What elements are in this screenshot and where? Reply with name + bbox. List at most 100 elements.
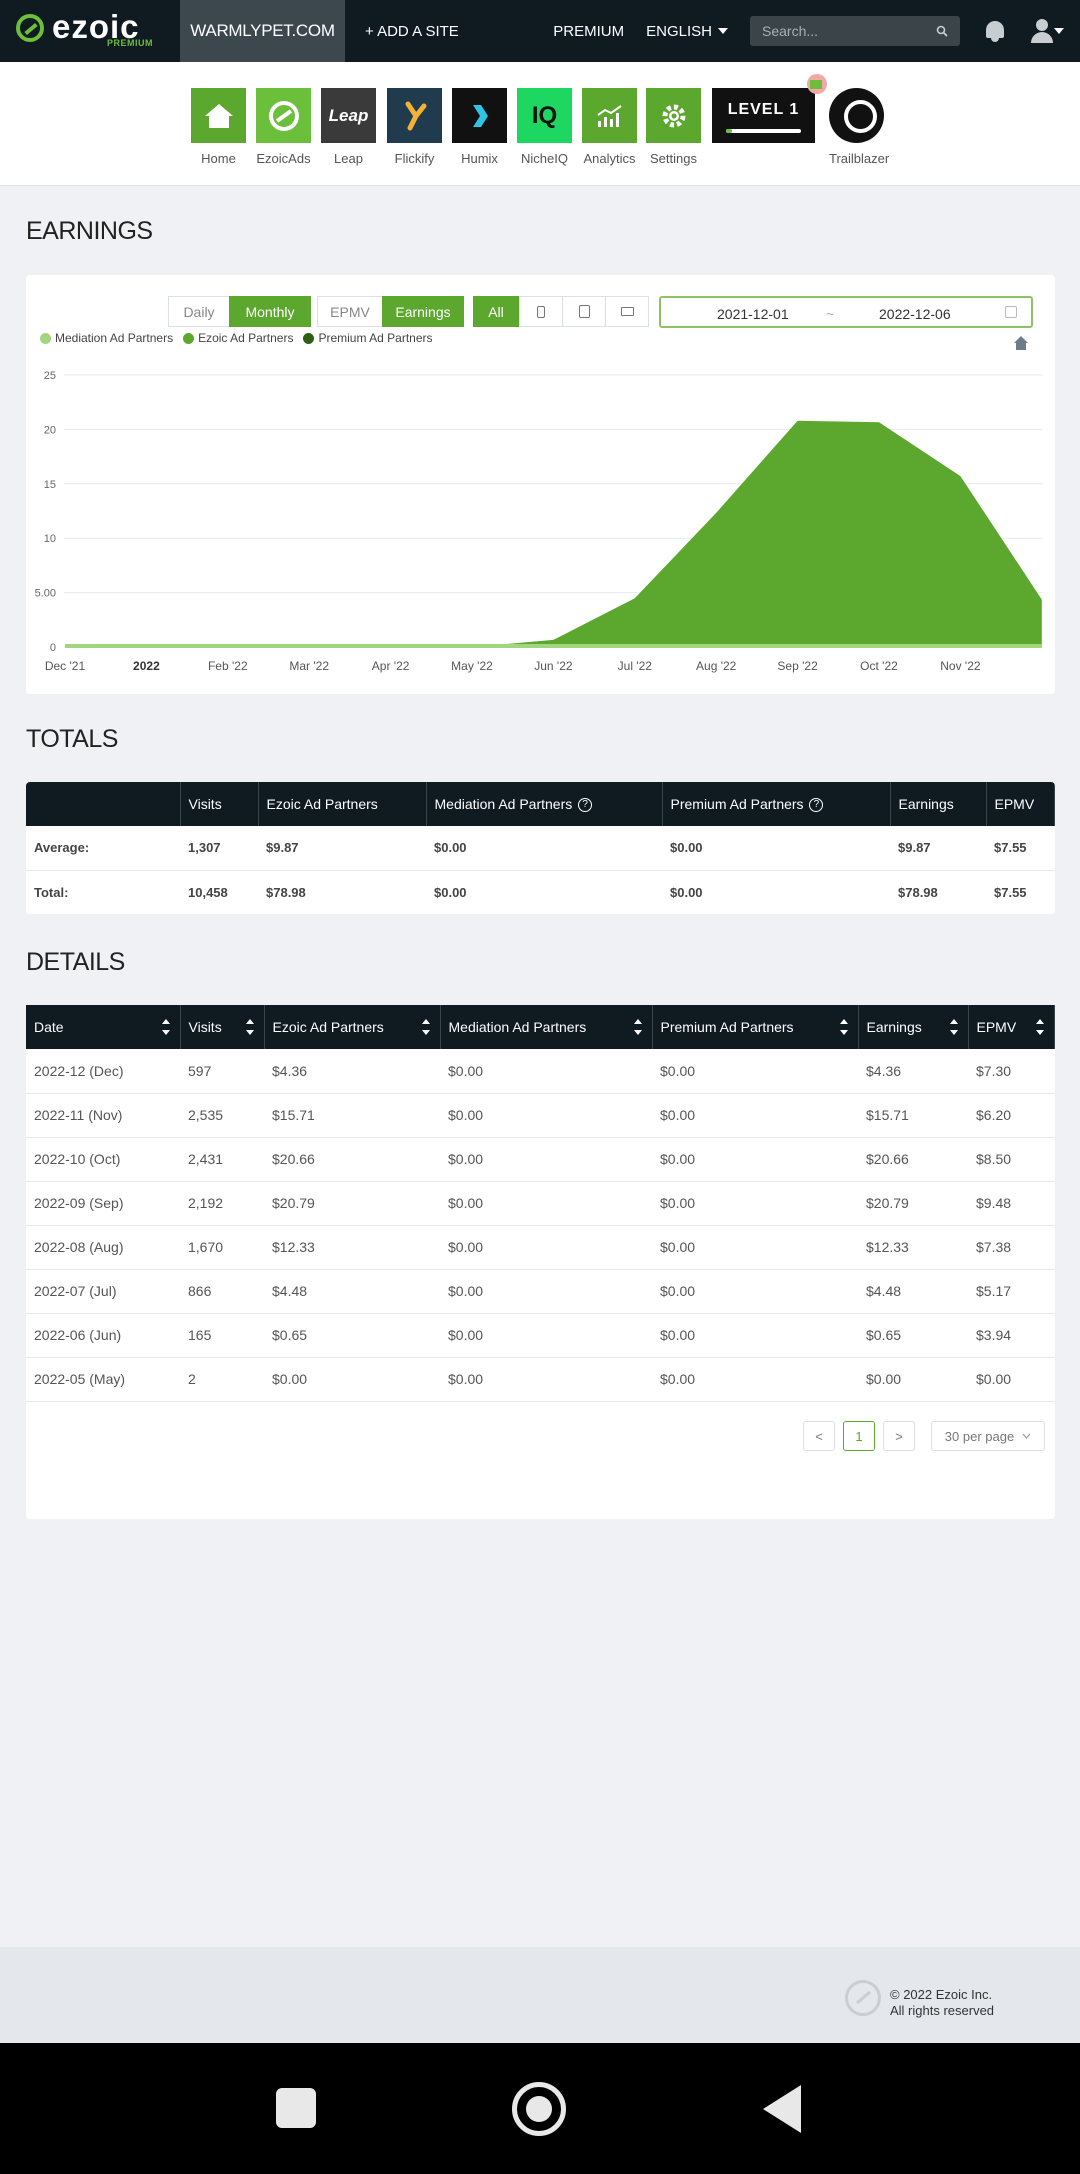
table-cell: Average: [26,826,180,871]
totals-header: Mediation Ad Partners ? [426,782,663,826]
logo-text: ezoic [52,8,140,45]
bell-icon[interactable] [984,19,1006,43]
tablet-icon [578,305,590,318]
notification-badge[interactable] [807,74,827,94]
help-icon[interactable]: ? [809,798,824,813]
page-1-button[interactable]: 1 [843,1421,875,1451]
totals-header [26,782,181,826]
desktop-button[interactable] [605,296,649,327]
table-row: 2022-10 (Oct) 2,431 $20.66 $0.00 $0.00 $20.66… [26,1137,1055,1182]
app-label: Flickify [394,151,435,166]
sortable-column-header[interactable]: Ezoic Ad Partners [264,1005,441,1049]
flickify-logo-icon [387,88,442,143]
app-ezoicads[interactable]: EzoicAds [256,88,311,166]
astronaut-icon [829,88,884,143]
app-humix[interactable]: Humix [452,88,507,166]
user-menu[interactable] [1030,17,1064,45]
table-cell: $0.65 [264,1313,440,1358]
recent-apps-button[interactable] [276,2088,316,2128]
y-tick-label: 0 [50,642,56,654]
prev-page-button[interactable]: < [803,1421,835,1451]
totals-heading: TOTALS [26,725,118,753]
sortable-column-header[interactable]: Date [26,1005,181,1049]
site-selector[interactable]: WARMLYPET.COM [180,0,345,62]
app-label: EzoicAds [256,151,311,166]
back-nav-button[interactable] [763,2085,801,2133]
logo-premium-label: PREMIUM [107,38,153,48]
table-cell: $0.00 [440,1225,652,1270]
totals-header: Earnings [890,782,987,826]
premium-link[interactable]: PREMIUM [553,22,625,40]
table-row: 2022-09 (Sep) 2,192 $20.79 $0.00 $0.00 $20.79… [26,1181,1055,1226]
app-launcher: Home EzoicAds Leap Leap Flickify Humix I… [0,62,1080,186]
x-tick-label: Jun '22 [534,659,573,673]
language-dropdown[interactable]: ENGLISH [646,23,728,40]
table-cell: 2022-08 (Aug) [26,1225,180,1270]
table-cell: 2,535 [180,1093,264,1138]
totals-row: Total: 10,458 $78.98 $0.00 $0.00 $78.98 $7.55 [26,870,1055,914]
add-site-link[interactable]: + ADD A SITE [365,22,459,40]
table-cell: Total: [26,870,180,914]
legend-item[interactable]: Mediation Ad Partners [40,331,173,345]
sortable-column-header[interactable]: Visits [180,1005,265,1049]
table-cell: 597 [180,1049,264,1094]
date-range-picker[interactable]: 2021-12-01 ~ 2022-12-06 [659,296,1033,328]
series-area-ezoic-ad-partners[interactable] [65,420,1042,647]
reset-zoom-home-icon[interactable] [1013,335,1029,351]
home-icon [191,88,246,143]
sortable-column-header[interactable]: Premium Ad Partners [652,1005,859,1049]
app-leap[interactable]: Leap Leap [321,88,376,166]
sortable-column-header[interactable]: Mediation Ad Partners [440,1005,653,1049]
monthly-button[interactable]: Monthly [229,296,311,327]
table-cell: $0.00 [652,1181,858,1226]
legend-item[interactable]: Premium Ad Partners [303,331,433,345]
home-nav-button[interactable] [512,2082,566,2136]
help-icon[interactable]: ? [578,798,593,813]
sortable-column-header[interactable]: EPMV [968,1005,1055,1049]
app-trailblazer[interactable]: Trailblazer [829,88,890,166]
ezoic-logo[interactable]: ezoic PREMIUM [0,0,180,62]
table-cell: 1,307 [180,826,258,871]
level-badge[interactable]: LEVEL 1 [712,88,815,143]
user-icon [1036,19,1048,31]
sort-icon [1036,1019,1044,1035]
app-analytics[interactable]: Analytics [582,88,637,166]
sortable-column-header[interactable]: Earnings [858,1005,969,1049]
next-page-button[interactable]: > [883,1421,915,1451]
rights-text: All rights reserved [890,2003,995,2018]
x-tick-label: Apr '22 [372,659,410,673]
x-tick-label: Jul '22 [618,659,653,673]
daily-button[interactable]: Daily [168,296,230,327]
system-nav-bar [0,2043,1080,2174]
search-input[interactable]: Search... [750,16,960,46]
table-cell: $0.00 [652,1269,858,1314]
table-cell: $0.00 [968,1357,1055,1402]
sort-icon [245,1019,254,1035]
nicheiq-logo-icon: IQ [517,88,572,143]
table-cell: $4.48 [858,1269,968,1314]
app-home[interactable]: Home [191,88,246,166]
x-tick-label: May '22 [451,659,493,673]
tablet-button[interactable] [562,296,606,327]
table-row: 2022-07 (Jul) 866 $4.48 $0.00 $0.00 $4.48 $5.1… [26,1269,1055,1314]
legend-item[interactable]: Ezoic Ad Partners [183,331,293,345]
app-label: Trailblazer [829,151,890,166]
earnings-button[interactable]: Earnings [382,296,464,327]
table-cell: 2022-10 (Oct) [26,1137,180,1182]
details-card: Date Visits Ezoic Ad Partners Mediation Ad … [26,1005,1055,1519]
table-cell: 2022-12 (Dec) [26,1049,180,1094]
totals-header: EPMV [986,782,1055,826]
table-cell: $0.00 [662,826,890,871]
footer: © 2022 Ezoic Inc. All rights reserved [0,1947,1080,2043]
per-page-select[interactable]: 30 per page [931,1421,1045,1451]
table-cell: $12.33 [264,1225,440,1270]
app-nicheiq[interactable]: IQ NicheIQ [517,88,572,166]
app-flickify[interactable]: Flickify [387,88,442,166]
table-cell: $9.48 [968,1181,1055,1226]
table-cell: $0.00 [652,1225,858,1270]
all-devices-button[interactable]: All [473,296,519,327]
totals-row: Average: 1,307 $9.87 $0.00 $0.00 $9.87 $7.55 [26,826,1055,871]
y-tick-label: 25 [44,370,56,382]
app-settings[interactable]: Settings [646,88,701,166]
earnings-heading: EARNINGS [26,217,153,245]
